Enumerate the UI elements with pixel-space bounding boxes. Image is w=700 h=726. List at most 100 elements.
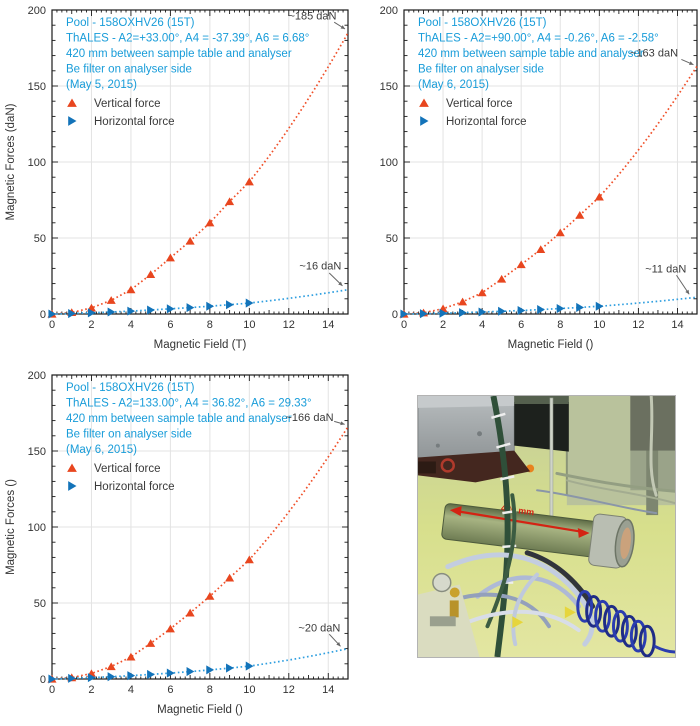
svg-text:10: 10 xyxy=(593,319,605,331)
legend-label: Horizontal force xyxy=(94,481,175,493)
triangle-up-marker xyxy=(225,573,235,582)
x-tick-labels: 0 2 4 6 8 10 12 14 xyxy=(49,684,334,696)
svg-text:10: 10 xyxy=(243,684,255,696)
triangle-up-marker xyxy=(555,228,565,237)
series-horizontal-force xyxy=(48,288,349,319)
annotation: ~163 daN xyxy=(630,48,694,66)
coiled-hose xyxy=(576,590,675,657)
triangle-right-marker xyxy=(186,303,195,313)
chart-canvas-bottom-left: 0 2 4 6 8 10 12 14 0 50 100 150 200 Magnetic Field ()… xyxy=(5,370,349,716)
svg-text:12: 12 xyxy=(632,319,644,331)
x-tick-labels: 0 2 4 6 8 10 12 14 xyxy=(401,319,684,331)
triangle-right-marker xyxy=(439,308,448,318)
chart-header: Pool - 158OXHV26 (15T) ThALES - A2=+33.00… xyxy=(66,17,309,91)
triangle-right-marker xyxy=(459,308,467,318)
triangle-up-marker xyxy=(205,591,215,600)
triangle-up-marker xyxy=(126,652,136,661)
triangle-right-marker xyxy=(400,309,409,319)
fit-curve xyxy=(51,32,349,315)
photo-illustration: 420 mm xyxy=(418,396,675,657)
chart-canvas-top-right: 0 2 4 6 8 10 12 14 0 50 100 150 200 Magnetic Field ()… xyxy=(380,5,698,351)
svg-text:50: 50 xyxy=(34,233,46,245)
chart-top-left: 0 2 4 6 8 10 12 14 0 50 100 150 200 Magnetic Field (T… xyxy=(0,0,360,365)
annotation-arrowhead xyxy=(340,25,346,29)
triangle-right-marker xyxy=(107,672,116,682)
series-vertical-force xyxy=(47,32,349,318)
header-line: ThALES - A2=133.00°, A4 = 36.82°, A6 = 2… xyxy=(66,398,312,410)
triangle-up-marker xyxy=(106,296,116,304)
series-vertical-force xyxy=(399,65,698,318)
triangle-right-marker xyxy=(206,665,215,675)
svg-text:14: 14 xyxy=(322,684,334,696)
triangle-right-marker xyxy=(68,309,76,319)
svg-text:50: 50 xyxy=(34,598,46,610)
fit-curve xyxy=(51,647,349,680)
chart-top-right: 0 2 4 6 8 10 12 14 0 50 100 150 200 Magnetic Field ()… xyxy=(352,0,700,365)
triangle-right-marker xyxy=(166,304,175,314)
warning-tags xyxy=(512,606,576,629)
triangle-right-marker xyxy=(87,308,96,318)
svg-text:2: 2 xyxy=(88,319,94,331)
triangle-right-marker xyxy=(107,307,116,317)
legend-label: Horizontal force xyxy=(94,116,175,128)
header-line: ThALES - A2=+33.00°, A4 = -37.39°, A6 = … xyxy=(66,33,309,45)
triangle-up-marker xyxy=(497,274,507,283)
annotation: ~20 daN xyxy=(298,622,341,647)
beam-tube xyxy=(441,503,635,569)
svg-text:200: 200 xyxy=(28,5,46,17)
x-tick-labels: 0 2 4 6 8 10 12 14 xyxy=(49,319,334,331)
triangle-right-marker xyxy=(226,300,234,310)
x-axis-title: Magnetic Field () xyxy=(157,704,243,716)
header-line: (May 6, 2015) xyxy=(418,79,489,91)
triangle-right-marker xyxy=(576,302,584,312)
triangle-right-marker xyxy=(48,674,57,684)
svg-text:0: 0 xyxy=(49,684,55,696)
gridlines xyxy=(52,375,348,679)
y-tick-labels: 0 50 100 150 200 xyxy=(28,370,46,686)
triangle-right-marker xyxy=(595,301,604,311)
y-tick-labels: 0 50 100 150 200 xyxy=(28,5,46,321)
series-vertical-force xyxy=(47,426,349,683)
triangle-right-marker xyxy=(48,309,57,319)
dark-opening xyxy=(514,396,569,452)
triangle-right-marker xyxy=(206,301,215,311)
header-line: Be filter on analyser side xyxy=(66,429,192,441)
legend-label: Vertical force xyxy=(446,98,512,110)
svg-text:2: 2 xyxy=(440,319,446,331)
svg-text:4: 4 xyxy=(128,684,134,696)
chart-canvas-top-left: 0 2 4 6 8 10 12 14 0 50 100 150 200 Magnetic Field (T… xyxy=(5,5,349,351)
svg-text:200: 200 xyxy=(380,5,398,17)
triangle-up-marker xyxy=(516,260,526,269)
triangle-right-marker xyxy=(478,307,487,317)
svg-text:6: 6 xyxy=(518,319,524,331)
svg-text:8: 8 xyxy=(207,319,213,331)
triangle-up-marker xyxy=(244,177,254,186)
triangle-up-marker xyxy=(594,192,604,201)
header-line: Pool - 158OXHV26 (15T) xyxy=(418,17,547,29)
triangle-right-marker xyxy=(87,673,96,683)
legend-label: Vertical force xyxy=(94,463,160,475)
svg-text:150: 150 xyxy=(28,81,46,93)
svg-text:0: 0 xyxy=(40,309,46,321)
tubing-bundle xyxy=(433,493,596,647)
triangle-right-marker xyxy=(245,661,254,671)
series-horizontal-force xyxy=(400,296,698,319)
annotation-text: ~11 daN xyxy=(645,263,686,275)
y-axis-title: Magnetic Forces (daN) xyxy=(5,103,17,220)
fit-curve xyxy=(51,288,349,315)
svg-text:0: 0 xyxy=(49,319,55,331)
annotation: ~185 daN xyxy=(288,10,346,30)
triangle-up-marker xyxy=(126,285,136,294)
fit-curve xyxy=(403,296,698,315)
svg-text:14: 14 xyxy=(671,319,683,331)
y-tick-labels: 0 50 100 150 200 xyxy=(380,5,398,321)
triangle-right-marker xyxy=(186,667,195,677)
header-line: Be filter on analyser side xyxy=(66,64,192,76)
annotation: ~11 daN xyxy=(645,263,690,295)
triangle-up-marker xyxy=(419,98,429,107)
svg-text:8: 8 xyxy=(207,684,213,696)
triangle-up-marker xyxy=(185,608,195,617)
annotation-arrowhead xyxy=(336,642,341,647)
brass-fittings xyxy=(418,572,480,657)
header-line: 420 mm between sample table and analyser xyxy=(66,48,292,60)
